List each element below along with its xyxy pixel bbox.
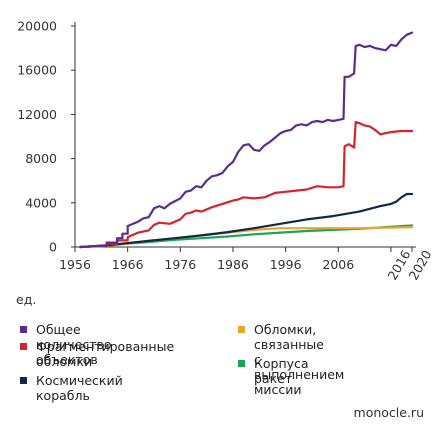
y-tick-label-2: 8000 xyxy=(25,151,57,166)
x-tick-label-1: 1966 xyxy=(112,257,144,272)
series-line-1 xyxy=(79,120,414,249)
x-tick-label-4: 1996 xyxy=(270,257,302,272)
legend-swatch-rocket-bodies xyxy=(238,360,245,367)
legend-label-spacecraft: Космический корабль xyxy=(36,373,123,403)
legend: Общее количество объектов Обломки, связа… xyxy=(20,322,440,403)
line-chart: 0 4000 8000 12000 16000 20000 1956 1966 1976 1986… xyxy=(17,19,435,283)
source-label: monocle.ru xyxy=(353,405,424,420)
legend-swatch-total xyxy=(20,326,27,333)
legend-swatch-spacecraft xyxy=(20,377,27,384)
x-tick-label-5: 2006 xyxy=(322,257,354,272)
y-tick-label-4: 16000 xyxy=(17,63,57,78)
y-tick-label-5: 20000 xyxy=(17,19,57,34)
unit-label: ед. xyxy=(16,292,37,307)
x-tick-label-3: 1986 xyxy=(217,257,249,272)
legend-swatch-mission xyxy=(238,326,245,333)
y-tick-label-3: 12000 xyxy=(17,107,57,122)
y-tick-label-0: 0 xyxy=(49,240,57,255)
x-tick-label-2: 1976 xyxy=(164,257,196,272)
legend-swatch-fragments xyxy=(20,343,27,350)
legend-label-rocket-bodies: Корпуса ракет xyxy=(254,356,309,386)
legend-label-mission: Обломки, связанные с выполнением миссии xyxy=(254,322,345,397)
y-tick-label-1: 4000 xyxy=(25,195,57,210)
series-line-0 xyxy=(79,31,414,249)
series-line-2 xyxy=(79,192,414,249)
x-tick-label-0: 1956 xyxy=(59,257,91,272)
legend-label-total: Общее количество объектов xyxy=(36,322,112,367)
legend-label-fragments: Фрагментированные обломки xyxy=(36,339,175,369)
x-tick-label-7: 2020 xyxy=(406,247,435,282)
